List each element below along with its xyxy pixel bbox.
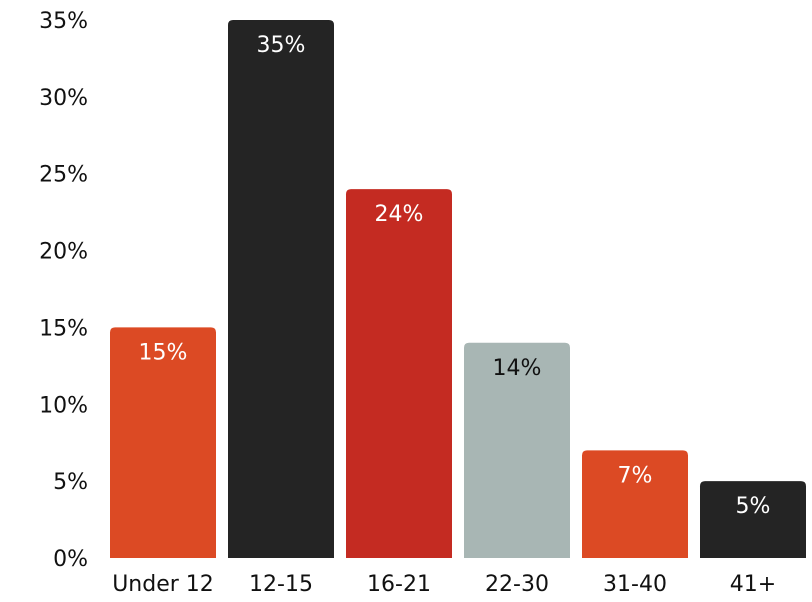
bar-31-40 — [582, 450, 688, 558]
bar-data-label: 14% — [493, 356, 542, 381]
bar-41- — [700, 481, 806, 558]
x-category-label: 31-40 — [603, 572, 667, 597]
y-tick-label: 10% — [39, 393, 88, 418]
x-category-label: 41+ — [730, 572, 776, 597]
x-category-label: 16-21 — [367, 572, 431, 597]
y-tick-label: 35% — [39, 9, 88, 34]
bar-16-21 — [346, 189, 452, 559]
y-tick-label: 25% — [39, 163, 88, 188]
y-tick-label: 30% — [39, 86, 88, 111]
bar-12-15 — [228, 20, 334, 558]
y-tick-label: 15% — [39, 316, 88, 341]
y-tick-label: 20% — [39, 240, 88, 265]
x-category-label: Under 12 — [112, 572, 214, 597]
bar-data-label: 7% — [618, 463, 653, 488]
bar-under-12 — [110, 327, 216, 558]
y-axis: 0% 5% 10% 15% 20% 25% 30% 35% — [39, 9, 88, 572]
bar-data-label: 24% — [375, 202, 424, 227]
x-category-label: 22-30 — [485, 572, 549, 597]
bar-data-label: 35% — [257, 33, 306, 58]
bar-data-label: 5% — [736, 494, 771, 519]
y-tick-label: 0% — [53, 547, 88, 572]
x-category-label: 12-15 — [249, 572, 313, 597]
bar-data-label: 15% — [139, 340, 188, 365]
y-tick-label: 5% — [53, 470, 88, 495]
bar-22-30 — [464, 342, 570, 558]
x-axis: Under 12 12-15 16-21 22-30 31-40 41+ — [112, 572, 776, 597]
bars: 15% 35% 24% 14% 7% 5% — [110, 20, 806, 559]
